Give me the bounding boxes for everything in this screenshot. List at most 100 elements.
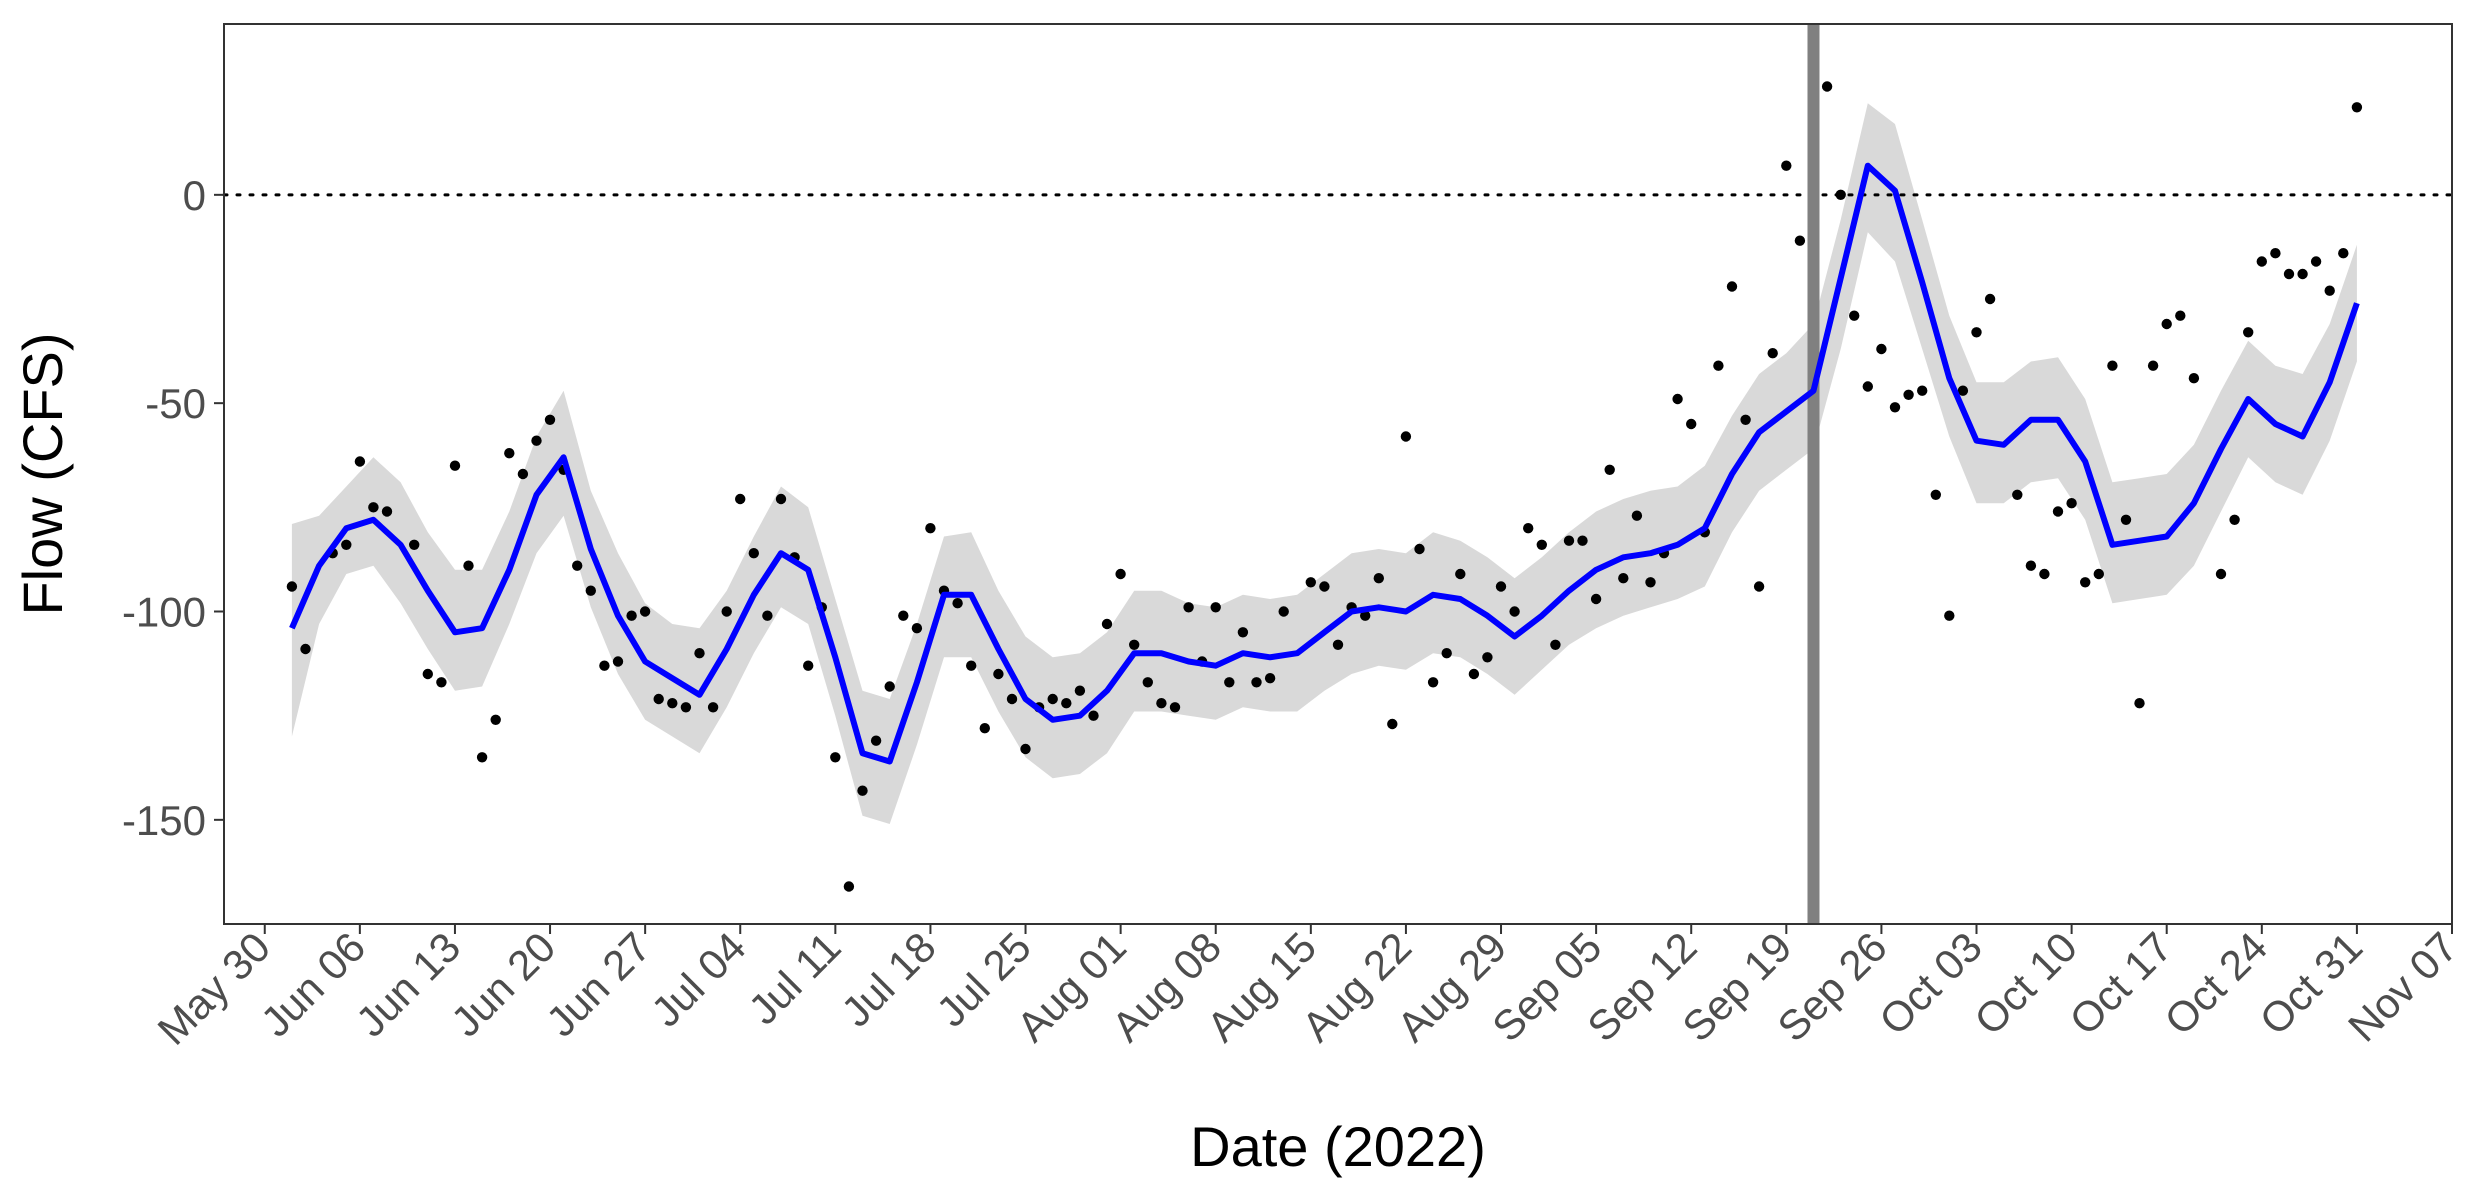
data-point bbox=[1794, 235, 1806, 246]
data-point bbox=[1183, 602, 1194, 613]
data-point bbox=[504, 448, 515, 459]
data-point bbox=[1781, 160, 1792, 171]
data-point bbox=[1903, 389, 1914, 400]
data-point bbox=[2351, 102, 2363, 113]
data-point bbox=[2025, 560, 2037, 571]
y-tick-label: -100 bbox=[122, 589, 206, 636]
data-point bbox=[925, 523, 936, 534]
data-point bbox=[1482, 652, 1493, 663]
data-point bbox=[1264, 673, 1276, 684]
data-point bbox=[2188, 373, 2200, 384]
data-point bbox=[2080, 577, 2091, 588]
data-point bbox=[1862, 381, 1874, 392]
data-point bbox=[830, 752, 841, 763]
data-point bbox=[870, 735, 882, 746]
data-point bbox=[1835, 189, 1846, 200]
data-point bbox=[1224, 677, 1235, 688]
data-point bbox=[626, 610, 637, 621]
data-point bbox=[1373, 573, 1385, 584]
data-point bbox=[1618, 573, 1629, 584]
data-point bbox=[1536, 539, 1548, 550]
data-point bbox=[2243, 327, 2254, 338]
data-points-layer bbox=[286, 60, 2363, 892]
data-point bbox=[2270, 248, 2281, 259]
data-point bbox=[1278, 606, 1289, 617]
data-point bbox=[1889, 402, 1901, 413]
data-point bbox=[966, 660, 977, 671]
data-point bbox=[1210, 602, 1221, 613]
plot-panel-border bbox=[223, 23, 2453, 925]
data-point bbox=[2175, 310, 2186, 321]
data-point bbox=[1441, 648, 1452, 659]
data-point bbox=[1645, 577, 1656, 588]
y-tick-label: -50 bbox=[145, 380, 206, 427]
data-point bbox=[1944, 610, 1955, 621]
data-point bbox=[476, 752, 488, 763]
data-point bbox=[2147, 360, 2159, 371]
data-point bbox=[409, 539, 420, 550]
data-point bbox=[1061, 698, 1072, 709]
x-axis-title: Date (2022) bbox=[1190, 1115, 1486, 1178]
data-point bbox=[572, 560, 583, 571]
data-point bbox=[653, 693, 664, 705]
data-point bbox=[300, 643, 311, 655]
data-point bbox=[2012, 489, 2023, 500]
data-point bbox=[1984, 293, 1996, 305]
data-point bbox=[1400, 431, 1412, 442]
data-point bbox=[463, 560, 474, 571]
data-point bbox=[2120, 514, 2132, 525]
data-point bbox=[585, 585, 596, 596]
data-point bbox=[680, 702, 692, 713]
data-point bbox=[2283, 268, 2295, 280]
data-point bbox=[1753, 581, 1765, 592]
data-point bbox=[1020, 743, 1031, 755]
data-point bbox=[1821, 81, 1833, 92]
data-point bbox=[1523, 523, 1534, 534]
data-point bbox=[2052, 506, 2064, 517]
data-point bbox=[1251, 677, 1262, 688]
data-point bbox=[2297, 268, 2308, 280]
data-point bbox=[2161, 318, 2172, 330]
data-point bbox=[1169, 702, 1181, 713]
smooth-line-layer bbox=[289, 162, 2360, 765]
data-point bbox=[2324, 285, 2335, 296]
data-point bbox=[1006, 693, 1018, 705]
data-point bbox=[449, 460, 461, 471]
data-point bbox=[544, 414, 556, 425]
data-point bbox=[1468, 668, 1480, 680]
data-point bbox=[1129, 639, 1140, 650]
data-point bbox=[694, 648, 705, 659]
data-point bbox=[1550, 639, 1561, 650]
data-point bbox=[2134, 698, 2145, 709]
data-point bbox=[1957, 385, 1969, 396]
data-point bbox=[1930, 489, 1942, 500]
data-point bbox=[1074, 685, 1086, 696]
data-point bbox=[2039, 568, 2050, 580]
data-point bbox=[531, 435, 542, 446]
data-point bbox=[1427, 677, 1439, 688]
data-point bbox=[1101, 618, 1113, 630]
data-point bbox=[1740, 414, 1751, 425]
y-tick-label: -150 bbox=[122, 797, 206, 844]
data-point bbox=[490, 714, 501, 725]
data-point bbox=[2066, 498, 2077, 509]
data-point bbox=[857, 785, 868, 796]
data-point bbox=[2256, 256, 2267, 267]
data-point bbox=[1305, 577, 1317, 588]
data-point bbox=[341, 539, 352, 550]
data-point bbox=[775, 493, 787, 505]
data-point bbox=[1577, 535, 1588, 546]
data-point bbox=[599, 660, 610, 671]
y-axis-title: Flow (CFS) bbox=[11, 332, 74, 615]
data-point bbox=[979, 723, 990, 734]
data-point bbox=[1414, 543, 1425, 555]
data-point bbox=[1631, 510, 1643, 521]
data-point bbox=[1156, 698, 1167, 709]
data-point bbox=[2229, 514, 2240, 525]
data-point bbox=[1713, 360, 1724, 371]
data-point bbox=[2107, 360, 2118, 371]
data-point bbox=[2093, 568, 2104, 580]
data-point bbox=[1047, 693, 1058, 705]
data-point bbox=[1563, 535, 1575, 546]
data-point bbox=[1686, 418, 1697, 430]
